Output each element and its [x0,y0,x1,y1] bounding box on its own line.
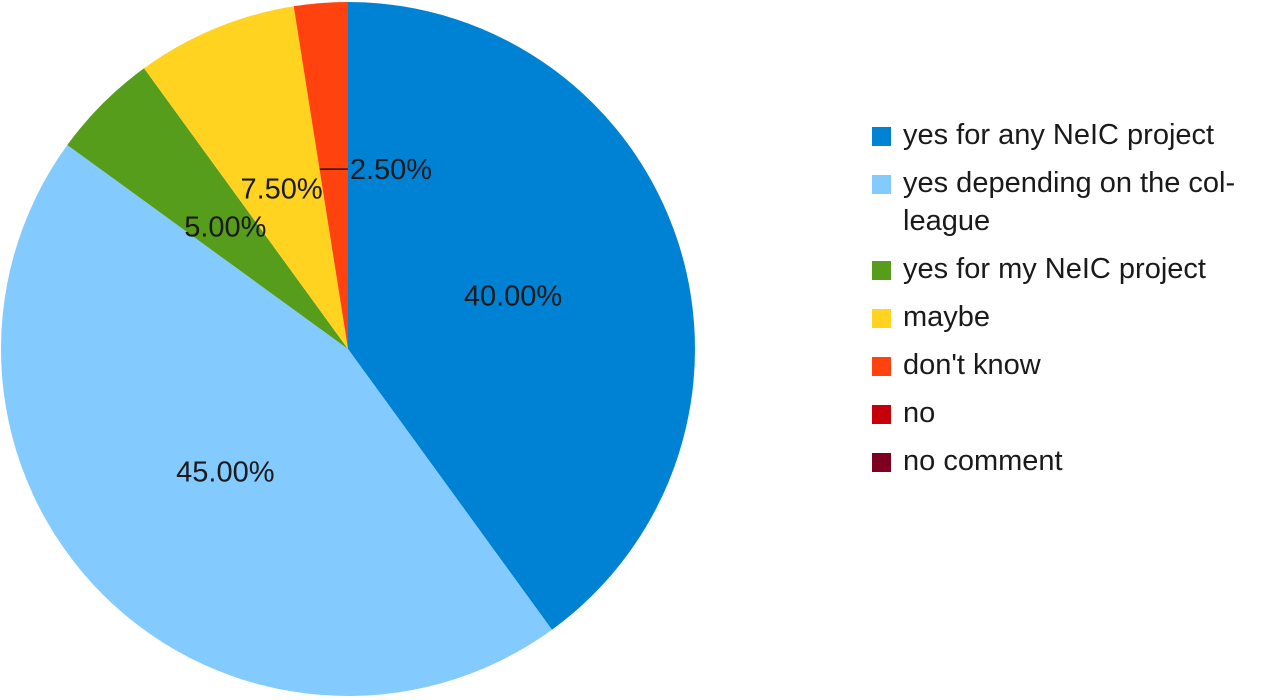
data-label-yes-depending-on-the-colleague: 45.00% [176,457,274,489]
legend-label-line: no [903,397,936,429]
pie-slice-don-t-know [293,2,348,349]
legend-swatch [872,261,891,280]
legend-label-line: no comment [903,445,1063,477]
legend-label-line: yes for any NeIC project [903,119,1215,151]
legend-swatch [872,309,891,328]
data-label-yes-for-any-neic-project: 40.00% [464,280,562,312]
pie-slice-yes-for-my-neic-project [67,68,348,349]
legend-label-line: league [903,205,991,237]
legend-label-line: maybe [903,301,991,333]
data-label-yes-for-my-neic-project: 5.00% [184,211,266,243]
legend-item-no-comment: no comment [872,442,1272,480]
legend-item-yes-for-my-neic-project: yes for my NeIC project [872,250,1272,288]
legend-item-no: no [872,394,1272,432]
data-label-don-t-know: 2.50% [350,154,432,186]
legend-item-yes-depending-on-the-colleague: yes depending on the col-league [872,164,1272,240]
pie-slices [0,2,695,697]
legend-label-line: don't know [903,349,1041,381]
legend-label-line: yes for my NeIC project [903,253,1206,285]
legend-swatch [872,357,891,376]
pie-slice-yes-for-any-neic-project [348,2,695,630]
legend-swatch [872,405,891,424]
legend-item-yes-for-any-neic-project: yes for any NeIC project [872,116,1272,154]
pie-slice-maybe [144,6,348,349]
legend-swatch [872,453,891,472]
legend-item-don-t-know: don't know [872,346,1272,384]
pie-slice-yes-depending-on-the-colleague [0,145,552,697]
pie-data-labels: 40.00% 45.00% 5.00% 7.50% 2.50% [176,154,562,489]
legend-label-line: yes depending on the col- [903,167,1236,199]
chart-legend: yes for any NeIC project yes depending on… [872,116,1272,490]
pie-chart: 40.00% 45.00% 5.00% 7.50% 2.50% [0,2,695,697]
legend-swatch [872,127,891,146]
data-label-maybe: 7.50% [240,174,322,206]
legend-item-maybe: maybe [872,298,1272,336]
legend-swatch [872,175,891,194]
